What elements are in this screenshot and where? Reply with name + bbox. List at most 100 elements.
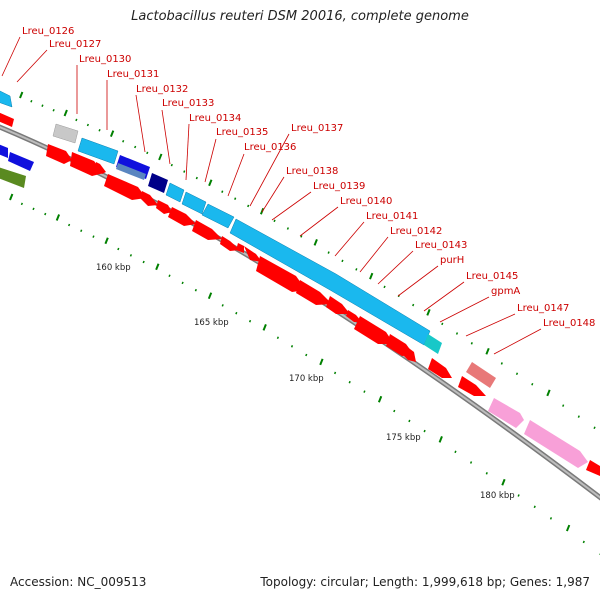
minor-tick	[408, 419, 411, 423]
minor-tick	[41, 104, 44, 107]
feature-pink-1	[488, 398, 524, 428]
minor-tick	[363, 390, 366, 393]
minor-tick	[348, 380, 351, 384]
minor-tick	[129, 254, 133, 257]
gene-label: purH	[440, 255, 464, 266]
minor-tick	[183, 170, 186, 173]
minor-tick	[355, 268, 358, 271]
backbone	[0, 124, 600, 501]
gene-label: Lreu_0140	[340, 196, 392, 207]
ruler-label-160: 160 kbp	[96, 263, 131, 273]
ruler-labels: 160 kbp 165 kbp 170 kbp 175 kbp 180 kbp	[96, 263, 515, 501]
feature-blue-left-2	[8, 152, 34, 171]
minor-tick	[75, 118, 78, 122]
minor-tick	[68, 223, 71, 227]
minor-tick	[327, 251, 330, 254]
minor-tick	[181, 281, 184, 285]
minor-tick	[582, 540, 585, 544]
ruler-label-170: 170 kbp	[289, 374, 324, 384]
minor-tick	[117, 247, 120, 251]
major-tick	[63, 109, 68, 117]
genome-summary-text: Topology: circular; Length: 1,999,618 bp…	[260, 575, 590, 589]
gene-label: Lreu_0145	[466, 271, 518, 282]
minor-tick	[531, 382, 534, 386]
minor-tick	[98, 128, 101, 132]
minor-tick	[195, 176, 198, 180]
minor-tick	[393, 409, 396, 413]
gene-label: Lreu_0135	[216, 127, 268, 138]
minor-tick	[500, 362, 503, 365]
minor-tick	[485, 472, 488, 475]
feature-cyan-left	[0, 90, 13, 108]
major-tick	[155, 263, 160, 271]
kbp-tick-marks	[9, 91, 600, 555]
minor-tick	[300, 235, 303, 238]
feature-cyan-long	[229, 218, 431, 346]
major-tick	[262, 324, 267, 331]
minor-tick	[533, 505, 536, 509]
major-tick	[546, 389, 551, 397]
ruler-label-165: 165 kbp	[194, 318, 229, 328]
minor-tick	[122, 139, 125, 143]
gene-label: Lreu_0130	[79, 54, 131, 65]
major-tick	[438, 435, 443, 443]
forward-track	[52, 123, 600, 476]
gene-label: Lreu_0127	[49, 39, 101, 50]
minor-tick	[234, 197, 237, 200]
minor-tick	[221, 304, 224, 307]
minor-tick	[52, 109, 55, 112]
feature-cyan-0135	[181, 191, 207, 215]
major-tick	[207, 292, 213, 300]
minor-tick	[441, 322, 444, 326]
feature-red-left	[0, 112, 14, 127]
major-tick	[319, 358, 324, 366]
minor-tick	[577, 415, 580, 418]
major-tick	[369, 272, 374, 280]
minor-tick	[134, 145, 137, 149]
feature-cyan-0130	[77, 137, 119, 165]
minor-tick	[221, 190, 224, 193]
accession-text: Accession: NC_009513	[10, 575, 147, 589]
minor-tick	[86, 123, 89, 127]
ruler-label-175: 175 kbp	[386, 433, 421, 443]
minor-tick	[247, 204, 250, 208]
minor-tick	[515, 372, 519, 376]
feature-cyan-0136	[201, 203, 235, 229]
minor-tick	[168, 274, 171, 278]
gene-label: Lreu_0142	[390, 226, 442, 237]
feature-olive-left	[0, 167, 26, 188]
feature-blue-left-1	[0, 144, 8, 158]
gene-label: Lreu_0134	[189, 113, 241, 124]
gene-label: Lreu_0139	[313, 181, 365, 192]
gene-label: Lreu_0148	[543, 318, 595, 329]
major-tick	[55, 214, 61, 221]
feature-red-end	[586, 460, 600, 476]
major-tick	[208, 179, 213, 187]
minor-tick	[44, 212, 47, 216]
gene-label: gpmA	[491, 286, 520, 297]
minor-tick	[248, 319, 252, 323]
gene-label: Lreu_0132	[136, 84, 188, 95]
minor-tick	[20, 202, 23, 206]
left-features	[0, 90, 34, 188]
major-tick	[426, 309, 431, 316]
major-tick	[104, 237, 109, 245]
gene-label: Lreu_0126	[22, 26, 74, 37]
feature-teal	[424, 334, 442, 354]
major-tick	[565, 524, 571, 532]
major-tick	[158, 153, 163, 161]
minor-tick	[469, 461, 473, 464]
minor-tick	[383, 285, 386, 289]
gene-label: Lreu_0137	[291, 123, 343, 134]
gene-label: Lreu_0147	[517, 303, 569, 314]
ruler-label-180: 180 kbp	[480, 491, 515, 501]
minor-tick	[593, 426, 596, 429]
gene-label: Lreu_0131	[107, 69, 159, 80]
feature-cyan-0134	[165, 182, 185, 203]
minor-tick	[273, 219, 276, 223]
minor-tick	[286, 227, 289, 230]
gene-label: Lreu_0143	[415, 240, 467, 251]
minor-tick	[517, 494, 520, 497]
minor-tick	[290, 345, 294, 348]
